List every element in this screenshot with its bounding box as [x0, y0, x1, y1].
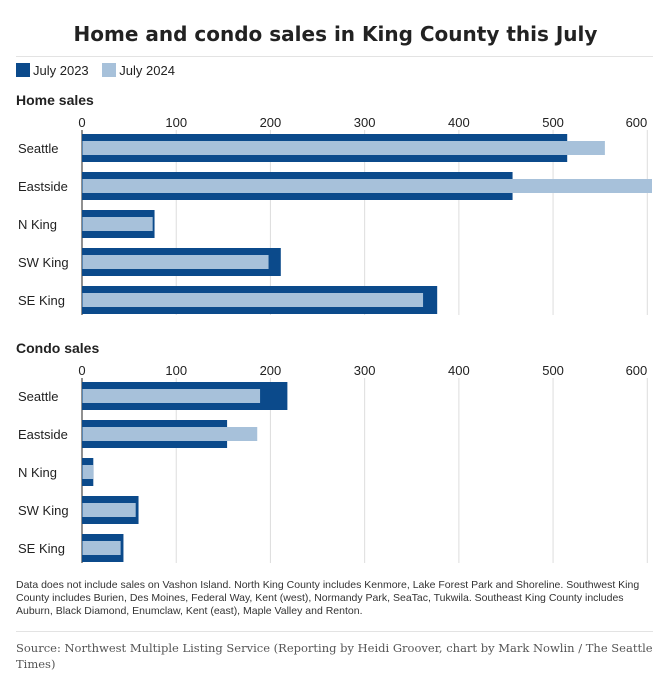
x-tick-label: 500: [542, 363, 564, 378]
category-label-se-king: SE King: [18, 293, 65, 308]
bar-2024-n-king: [82, 465, 94, 479]
bar-2024-se-king: [82, 541, 121, 555]
bar-2024-se-king: [82, 293, 424, 307]
x-tick-label: 0: [78, 363, 85, 378]
chart-notes: Data does not include sales on Vashon Is…: [16, 579, 640, 617]
bar-2024-seattle: [82, 389, 261, 403]
category-label-n-king: N King: [18, 217, 57, 232]
legend: July 2023 July 2024: [16, 62, 185, 78]
x-tick-label: 400: [448, 363, 470, 378]
home-sales-chart: 0 100 200 300 400 500 600 Seattle Eastside N King…: [18, 115, 652, 315]
x-tick-label: 200: [260, 115, 282, 130]
x-tick-label: 0: [78, 115, 85, 130]
x-tick-label: 500: [542, 115, 564, 130]
condo-sales-title: Condo sales: [16, 340, 100, 356]
chart-source: Source: Northwest Multiple Listing Servi…: [16, 641, 653, 671]
legend-item-2023: July 2023: [16, 63, 89, 78]
category-label-sw-king: SW King: [18, 503, 69, 518]
category-label-se-king: SE King: [18, 541, 65, 556]
legend-label-2024: July 2024: [119, 63, 175, 79]
bar-2024-eastside: [82, 179, 652, 193]
category-label-eastside: Eastside: [18, 179, 68, 194]
bar-2024-seattle: [82, 141, 605, 155]
x-tick-label: 200: [260, 363, 282, 378]
legend-label-2023: July 2023: [33, 63, 89, 79]
x-tick-label: 300: [354, 363, 376, 378]
legend-item-2024: July 2024: [102, 63, 175, 78]
x-tick-label: 100: [165, 115, 187, 130]
category-label-eastside: Eastside: [18, 427, 68, 442]
bar-2024-n-king: [82, 217, 153, 231]
notes-divider: [16, 631, 653, 632]
x-tick-label: 600: [626, 363, 648, 378]
x-tick-label: 300: [354, 115, 376, 130]
category-label-seattle: Seattle: [18, 141, 58, 156]
bar-2024-sw-king: [82, 255, 269, 269]
title-divider: [16, 56, 653, 57]
category-label-seattle: Seattle: [18, 389, 58, 404]
x-tick-label: 600: [626, 115, 648, 130]
condo-sales-chart: 0 100 200 300 400 500 600 Seattle Eastside N King…: [18, 363, 648, 563]
home-sales-title: Home sales: [16, 92, 94, 108]
legend-swatch-2023: [16, 63, 30, 78]
x-tick-label: 100: [165, 363, 187, 378]
bar-2024-eastside: [82, 427, 258, 441]
chart-title: Home and condo sales in King County this…: [73, 22, 598, 46]
category-label-sw-king: SW King: [18, 255, 69, 270]
bar-2024-sw-king: [82, 503, 136, 517]
legend-swatch-2024: [102, 63, 117, 78]
x-tick-label: 400: [448, 115, 470, 130]
category-label-n-king: N King: [18, 465, 57, 480]
